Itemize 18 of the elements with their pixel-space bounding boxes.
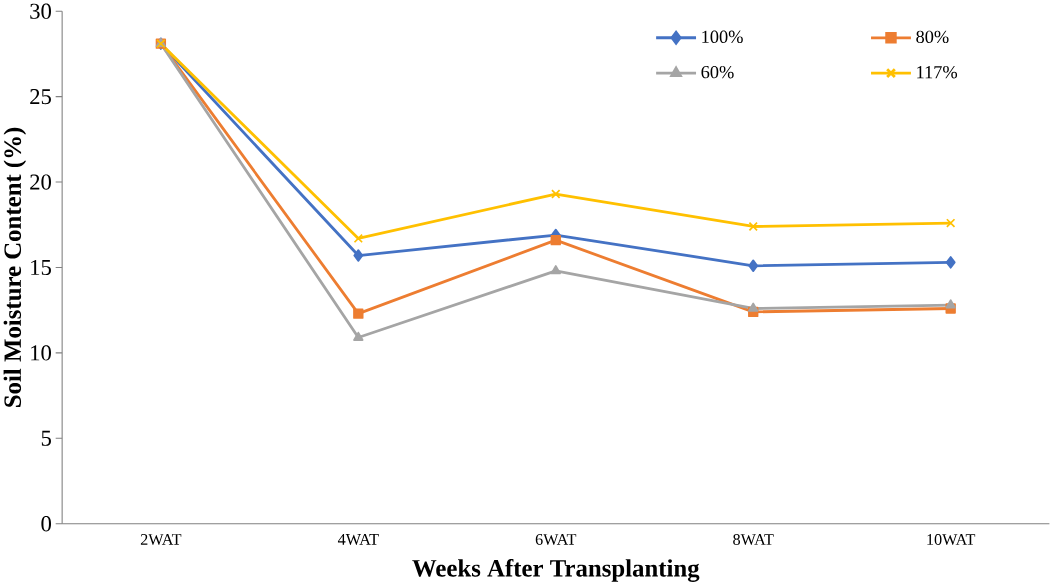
x-axis-title: Weeks After Transplanting xyxy=(412,558,700,582)
y-tick-label: 25 xyxy=(30,88,51,105)
x-tick-label: 10WAT xyxy=(927,533,976,545)
legend-label: 100% xyxy=(702,30,743,43)
y-tick-label: 15 xyxy=(31,259,51,275)
y-axis-title: Soil Moisture Content (%) xyxy=(3,127,27,407)
legend-label: 80% xyxy=(916,30,949,43)
y-tick-label: 10 xyxy=(31,345,51,361)
x-tick-label: 2WAT xyxy=(140,533,182,545)
y-tick-label: 0 xyxy=(41,515,51,532)
legend-label: 60% xyxy=(701,65,734,79)
y-tick-label: 20 xyxy=(30,174,51,190)
x-tick-label: 6WAT xyxy=(535,533,577,545)
y-tick-label: 5 xyxy=(41,430,51,446)
legend-label: 117% xyxy=(917,65,958,79)
x-tick-label: 4WAT xyxy=(337,533,379,545)
x-tick-label: 8WAT xyxy=(733,533,774,545)
y-tick-label: 30 xyxy=(30,3,51,19)
